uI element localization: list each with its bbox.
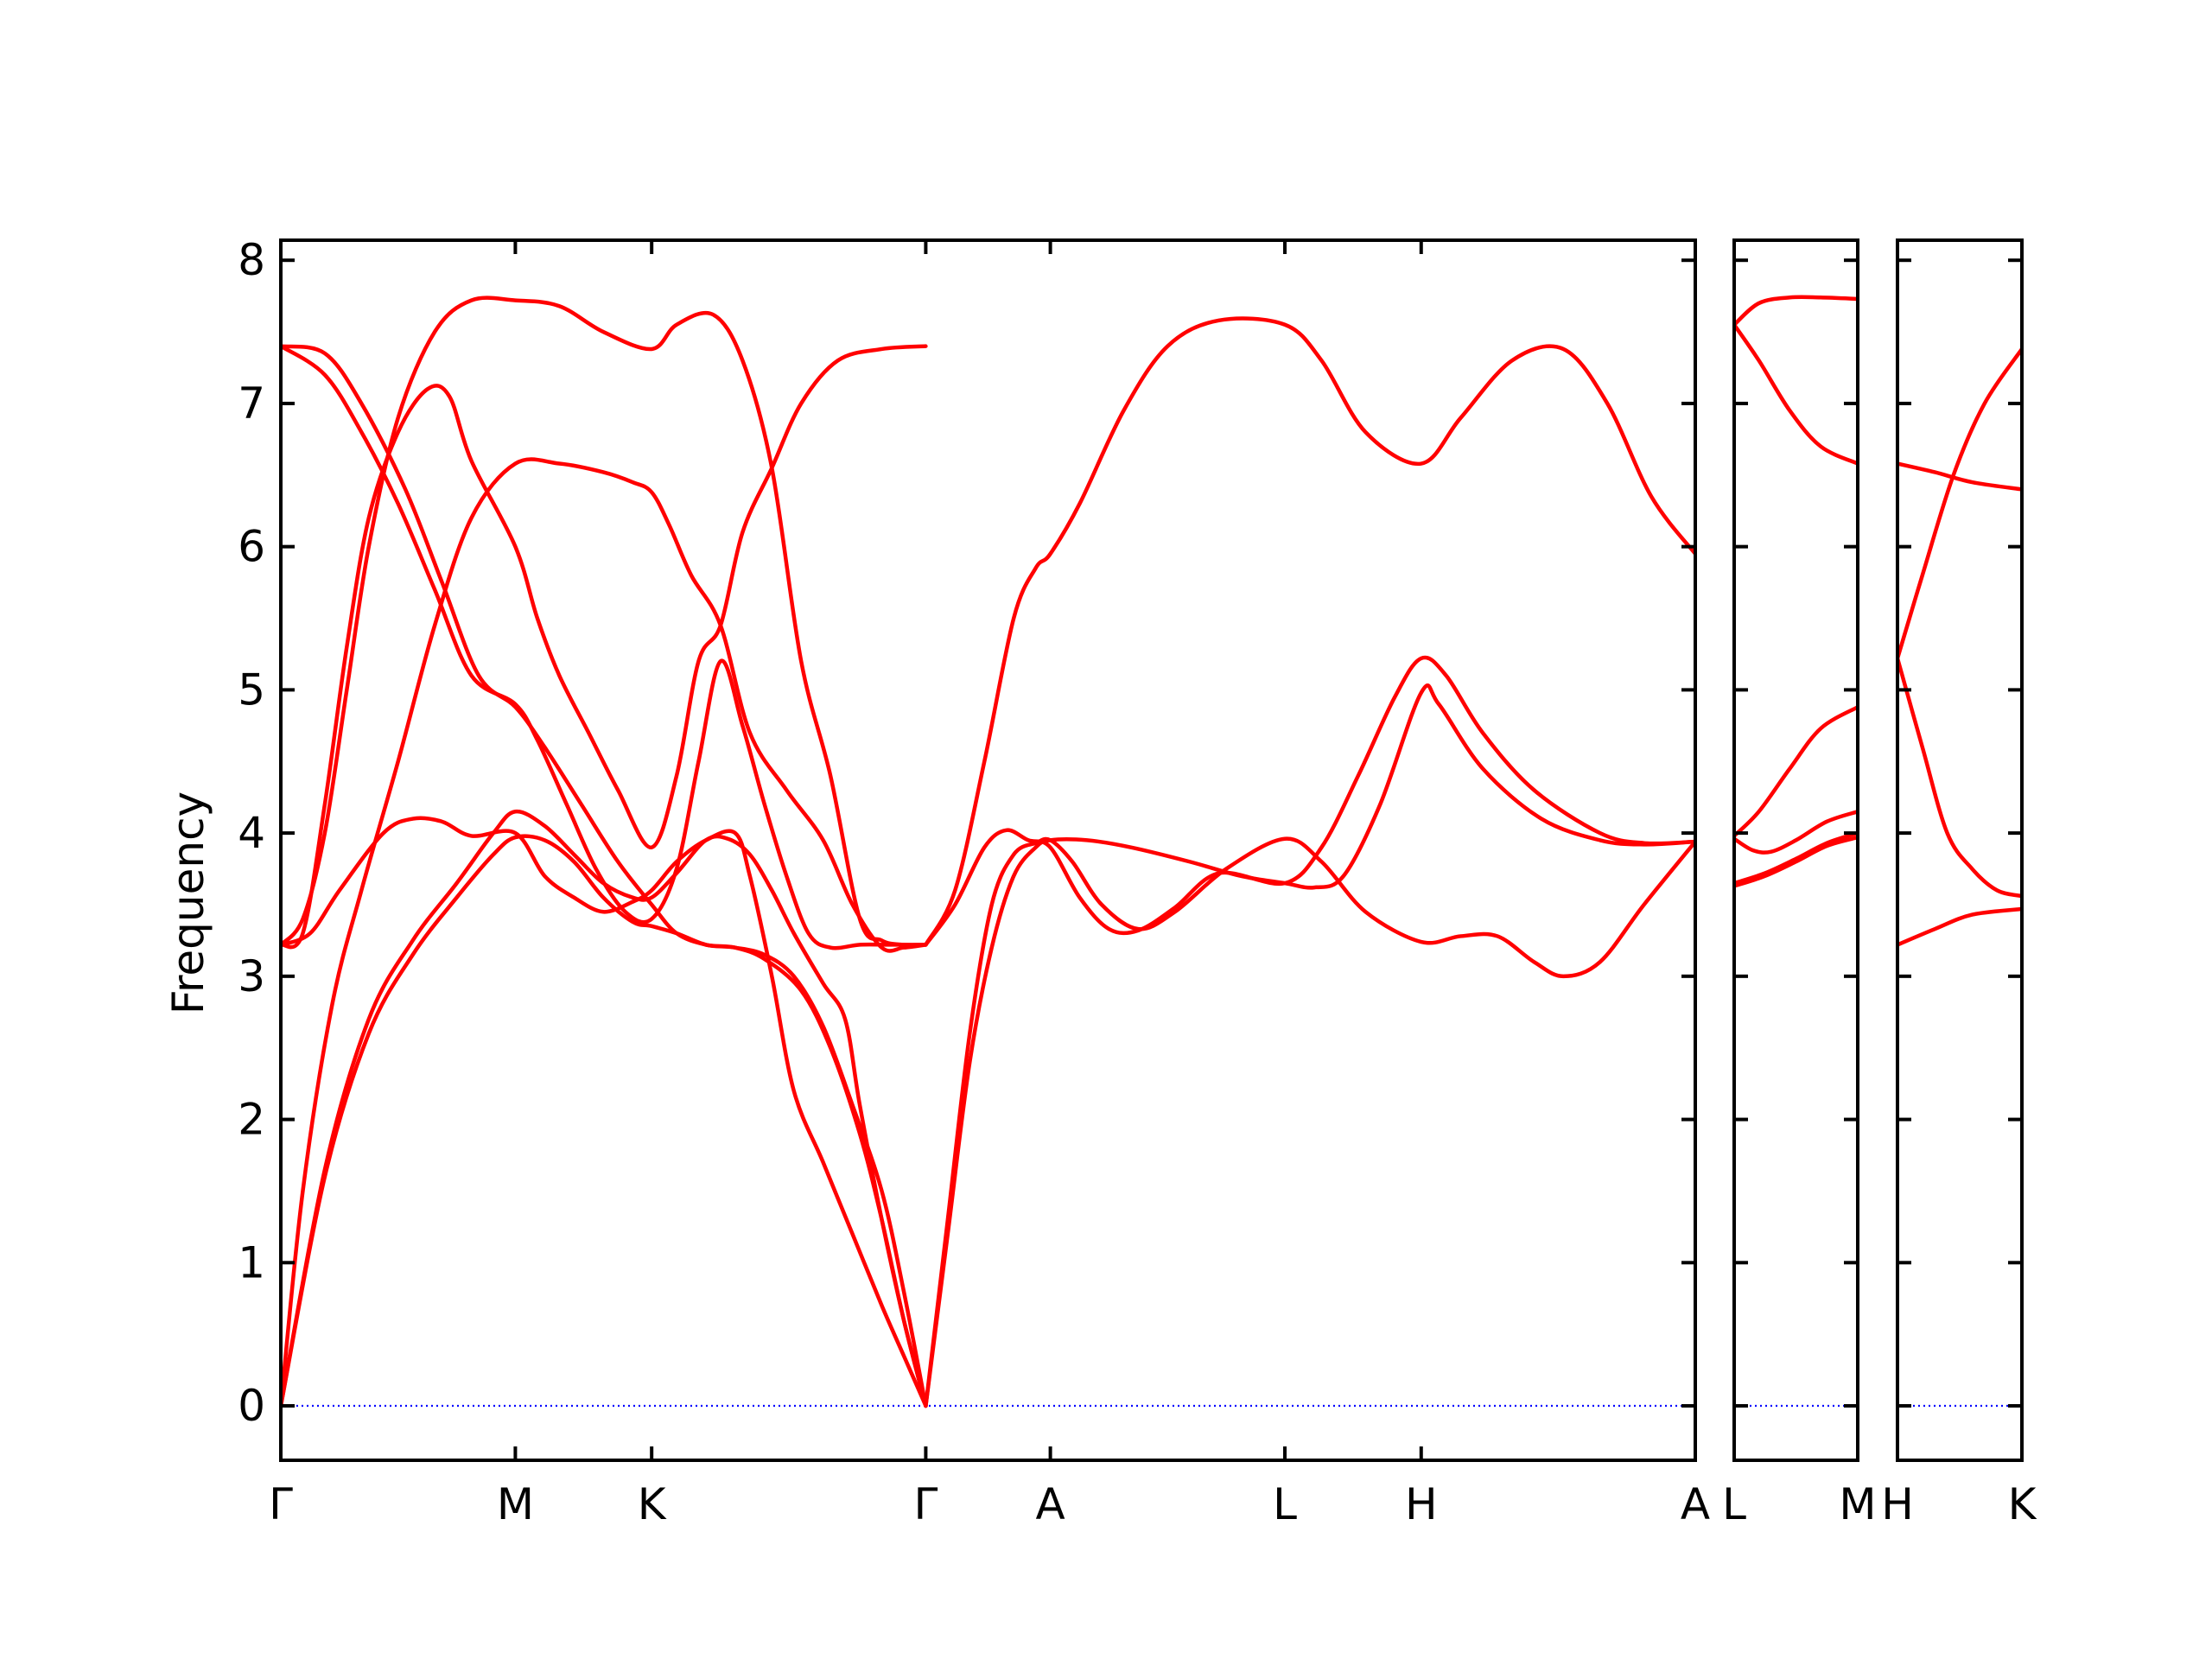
x-tick-label: M bbox=[1839, 1479, 1876, 1529]
band-line-6 bbox=[281, 344, 928, 950]
x-tick-label: M bbox=[497, 1479, 534, 1529]
band-line-4 bbox=[1734, 830, 1858, 886]
x-tick-label: Γ bbox=[913, 1479, 938, 1529]
y-tick-label: 3 bbox=[238, 951, 265, 1001]
x-tick-label: L bbox=[1722, 1479, 1746, 1529]
band-line-12 bbox=[924, 316, 1695, 947]
x-tick-label: L bbox=[1273, 1479, 1297, 1529]
y-tick-label: 1 bbox=[238, 1237, 265, 1287]
band-line-3 bbox=[1897, 656, 2022, 899]
y-tick-label: 8 bbox=[238, 235, 265, 285]
x-tick-label: H bbox=[1881, 1479, 1914, 1529]
band-line-4 bbox=[281, 816, 928, 1408]
x-tick-label: A bbox=[1681, 1479, 1710, 1529]
band-line-4 bbox=[1897, 906, 2022, 947]
x-tick-label: Γ bbox=[269, 1479, 293, 1529]
band-line-3 bbox=[281, 457, 928, 1408]
band-series-group bbox=[1897, 346, 2022, 947]
x-tick-label: A bbox=[1035, 1479, 1065, 1529]
y-tick-label: 0 bbox=[238, 1381, 265, 1431]
x-tick-label: K bbox=[638, 1479, 667, 1529]
y-axis-title: Frequency bbox=[163, 791, 213, 1014]
band-line-11 bbox=[924, 655, 1695, 947]
x-tick-label: K bbox=[2008, 1479, 2037, 1529]
band-line-10 bbox=[924, 836, 1695, 1408]
band-line-2 bbox=[281, 809, 928, 1408]
y-tick-label: 7 bbox=[238, 378, 265, 429]
y-tick-label: 6 bbox=[238, 522, 265, 572]
band-line-1 bbox=[1734, 295, 1858, 327]
band-line-5 bbox=[281, 296, 928, 947]
panel-frame bbox=[279, 238, 1697, 1462]
band-line-7 bbox=[281, 344, 928, 1408]
band-line-2 bbox=[1897, 346, 2022, 661]
band-line-8 bbox=[281, 344, 928, 950]
panel-frame bbox=[1732, 238, 1859, 1462]
band-line-6 bbox=[1734, 705, 1858, 838]
band-series-group bbox=[281, 296, 1695, 1408]
y-tick-label: 2 bbox=[238, 1095, 265, 1145]
band-series-group bbox=[1734, 295, 1858, 888]
band-line-3 bbox=[1734, 810, 1858, 855]
y-tick-label: 5 bbox=[238, 664, 265, 715]
band-line-2 bbox=[1734, 322, 1858, 466]
panel-frame bbox=[1896, 238, 2024, 1462]
y-tick-label: 4 bbox=[238, 808, 265, 858]
band-line-5 bbox=[1734, 835, 1858, 888]
x-tick-label: H bbox=[1405, 1479, 1438, 1529]
